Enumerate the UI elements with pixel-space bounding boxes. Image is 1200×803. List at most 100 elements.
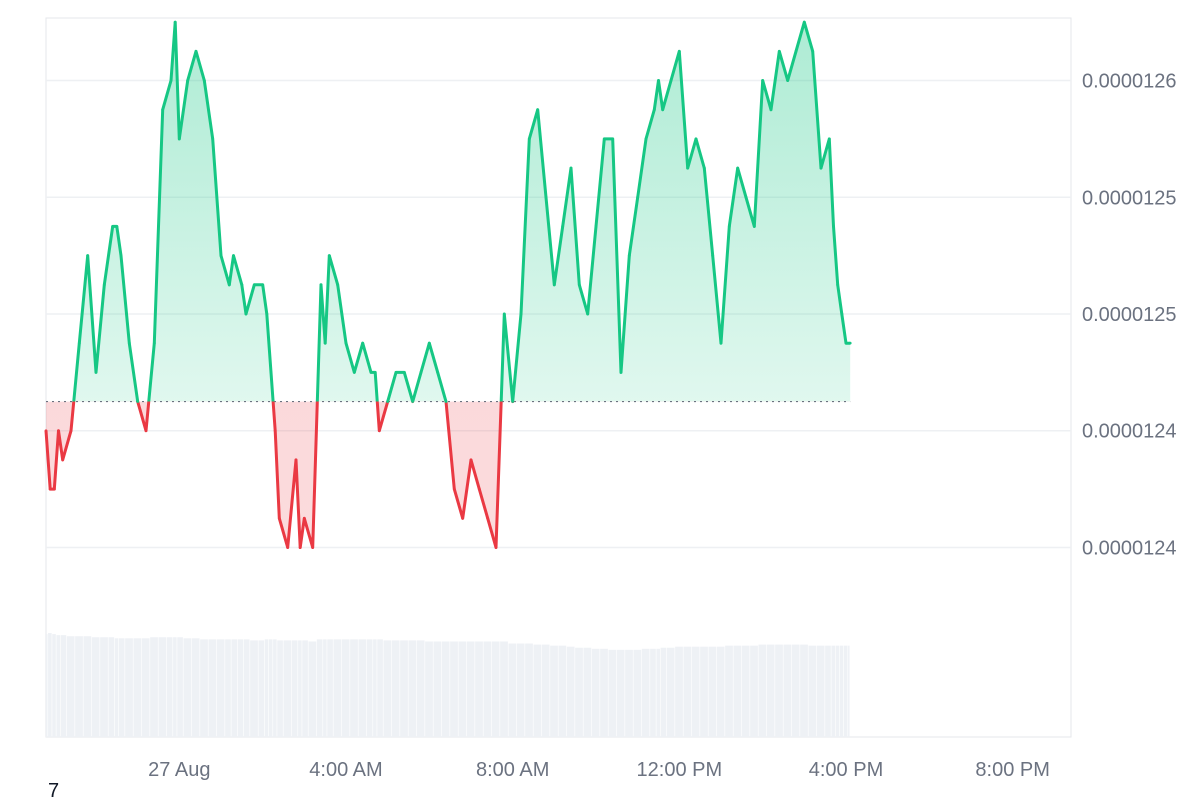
volume-bar (133, 638, 142, 737)
data-point (144, 429, 148, 433)
volume-bar (608, 649, 617, 737)
volume-bar (258, 640, 265, 737)
data-point (377, 429, 381, 433)
data-point (136, 400, 140, 403)
data-point (702, 166, 706, 170)
volume-bar (733, 645, 742, 737)
volume-bar (660, 647, 667, 737)
volume-bar (525, 643, 533, 737)
data-point (386, 400, 390, 403)
volume-bar (816, 645, 825, 737)
data-point (244, 312, 248, 316)
data-point (161, 108, 165, 112)
volume-bar (843, 645, 848, 737)
volume-bar (741, 645, 750, 737)
volume-bar (283, 640, 292, 737)
x-tick-label: 4:00 AM (309, 759, 382, 781)
volume-bar (308, 641, 317, 737)
data-point (44, 429, 48, 433)
data-point (369, 370, 373, 374)
volume-bar (350, 639, 358, 737)
volume-bar (52, 634, 56, 737)
data-point (569, 166, 573, 170)
data-point (302, 516, 306, 520)
x-tick-label: 27 Aug (148, 759, 210, 781)
price-area (46, 22, 851, 548)
data-point (69, 429, 73, 433)
volume-bar (458, 641, 467, 737)
volume-bar (333, 639, 342, 737)
data-point (394, 370, 398, 374)
volume-bar (250, 640, 258, 737)
footnote-label: 7 (48, 780, 60, 802)
data-point (344, 341, 348, 345)
volume-bar (516, 643, 525, 737)
y-tick-label: 0.0000126 (1082, 71, 1177, 93)
volume-bar (641, 648, 650, 737)
volume-bar (264, 639, 269, 737)
volume-bar (508, 643, 517, 737)
volume-bar (600, 648, 608, 737)
data-point (594, 225, 598, 228)
x-tick-label: 8:00 AM (476, 759, 549, 781)
data-point (269, 370, 273, 374)
volume-bar (75, 636, 83, 737)
data-point (169, 79, 173, 82)
data-point (661, 108, 665, 112)
data-point (452, 487, 456, 491)
volume-bar (541, 644, 550, 737)
data-point (323, 341, 327, 345)
volume-bar (408, 640, 417, 737)
data-point (427, 341, 431, 345)
data-point (636, 195, 640, 199)
data-point (602, 137, 606, 141)
volume-bar (725, 645, 733, 737)
volume-bar (825, 645, 831, 737)
price-line (44, 20, 852, 549)
volume-bar (716, 646, 725, 737)
volume-bar (100, 637, 108, 737)
data-point (694, 137, 698, 141)
volume-bar (373, 639, 377, 737)
data-point (119, 254, 123, 258)
data-point (619, 370, 623, 374)
data-point (48, 487, 52, 491)
volume-bar (675, 646, 683, 737)
data-point (173, 20, 177, 24)
volume-bar (327, 639, 333, 737)
volume-bar (750, 645, 758, 737)
volume-bar (125, 638, 133, 737)
y-tick-label: 0.0000124 (1082, 421, 1177, 443)
volume-bar (237, 639, 244, 737)
data-point (836, 283, 840, 287)
volume-bar (173, 637, 177, 737)
volume-bar (141, 638, 150, 737)
data-point (57, 429, 60, 433)
volume-bar (425, 641, 433, 737)
volume-bar (766, 644, 775, 737)
volume-bar (216, 639, 225, 737)
data-point (827, 137, 831, 141)
volume-bar (708, 646, 717, 737)
volume-bar (302, 640, 308, 737)
data-point (402, 370, 406, 374)
volume-bar (500, 641, 508, 737)
data-point (848, 341, 852, 345)
data-point (286, 546, 290, 549)
volume-bar (650, 648, 656, 737)
volume-bar (298, 640, 302, 737)
data-point (561, 225, 565, 228)
data-point (419, 370, 423, 374)
volume-bar (200, 639, 208, 737)
volume-bar (683, 646, 692, 737)
volume-bar (450, 641, 458, 737)
volume-bar (691, 646, 700, 737)
data-point (361, 341, 365, 345)
volume-bar (656, 648, 660, 737)
data-point (240, 283, 244, 287)
data-point (111, 225, 115, 228)
volume-bar (791, 644, 800, 737)
data-point (777, 49, 781, 53)
data-point (652, 108, 656, 112)
volume-bar (83, 636, 92, 737)
